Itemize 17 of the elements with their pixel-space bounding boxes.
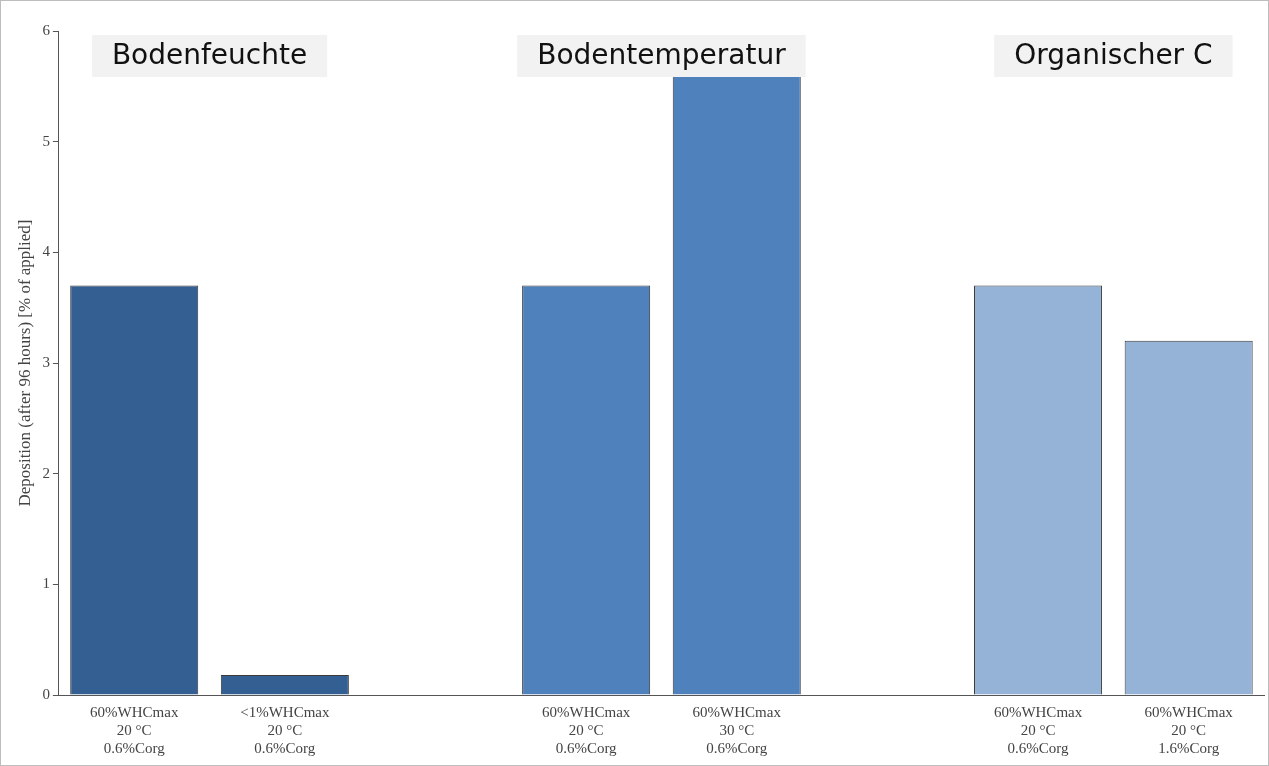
x-tick-label: 60%WHCmax 20 °C 0.6%Corg: [993, 703, 1083, 756]
x-tick-label: 60%WHCmax 30 °C 0.6%Corg: [692, 703, 782, 756]
x-tick-label: 60%WHCmax 20 °C 1.6%Corg: [1144, 703, 1234, 756]
y-tick-label: 0: [42, 685, 50, 702]
x-tick-label: <1%WHCmax 20 °C 0.6%Corg: [240, 703, 330, 756]
x-tick-label: 60%WHCmax 20 °C 0.6%Corg: [90, 703, 179, 756]
y-tick-label: 2: [42, 464, 50, 481]
annotation: Bodenfeuchte: [111, 38, 308, 72]
y-axis-title: Deposition (after 96 hours) [% of applied]: [14, 219, 34, 507]
annotation: Organischer C: [1014, 38, 1213, 72]
y-tick-label: 5: [42, 132, 50, 149]
y-tick-label: 6: [42, 21, 51, 38]
y-tick-label: 3: [42, 353, 50, 370]
y-tick-label: 4: [42, 243, 51, 260]
x-tick-label: 60%WHCmax 20 °C 0.6%Corg: [541, 703, 631, 756]
annotation: Bodentemperatur: [537, 38, 787, 72]
y-tick-label: 1: [42, 575, 50, 592]
